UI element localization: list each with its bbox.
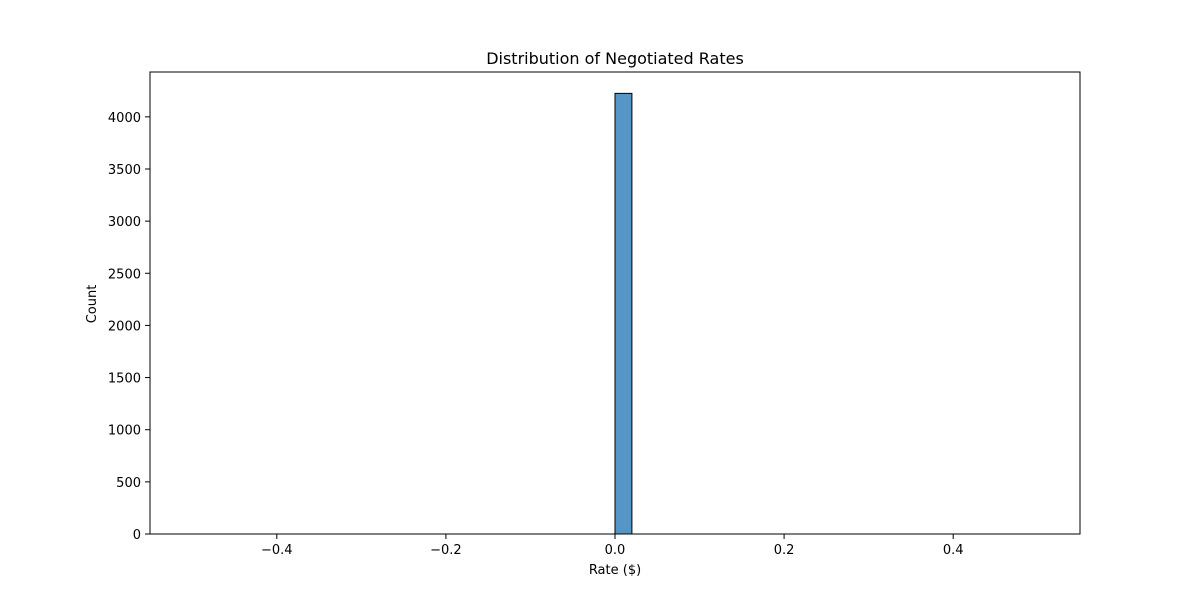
y-tick-label: 2500: [108, 267, 141, 282]
x-tick-label: 0.4: [943, 543, 964, 558]
x-tick-label: −0.2: [430, 543, 462, 558]
x-tick-label: 0.2: [774, 543, 795, 558]
plot-area: [149, 71, 1081, 535]
x-tick-label: 0.0: [605, 543, 626, 558]
x-axis-ticks: −0.4 −0.2 0.0 0.2 0.4: [261, 534, 964, 558]
y-tick-label: 1500: [108, 372, 141, 387]
y-tick-label: 0: [133, 528, 141, 543]
y-tick-label: 4000: [108, 111, 141, 126]
y-tick-label: 1000: [108, 424, 141, 439]
x-tick-label: −0.4: [261, 543, 293, 558]
y-tick-label: 3500: [108, 163, 141, 178]
chart-title: Distribution of Negotiated Rates: [486, 49, 744, 68]
y-axis-ticks: 0 500 1000 1500 2000 2500 3000 3500 4000: [108, 111, 150, 543]
y-tick-label: 500: [116, 476, 141, 491]
y-tick-label: 2000: [108, 319, 141, 334]
histogram-bar: [614, 92, 633, 535]
y-tick-label: 3000: [108, 215, 141, 230]
x-axis-label: Rate ($): [589, 563, 641, 578]
y-axis-label: Count: [85, 285, 100, 324]
